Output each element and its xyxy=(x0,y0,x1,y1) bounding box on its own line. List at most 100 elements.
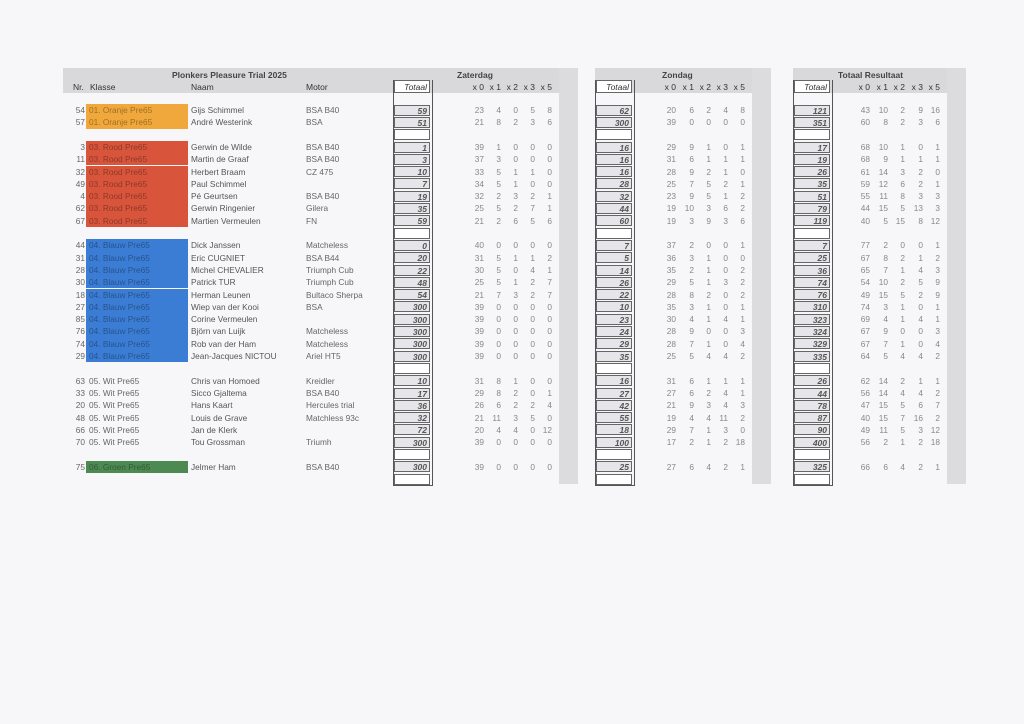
tot-x3-value: 3 xyxy=(918,191,923,202)
tot-empty-cell xyxy=(794,227,830,239)
rider-naam: Gijs Schimmel xyxy=(191,105,245,115)
tot-x2-value: 2 xyxy=(900,105,905,115)
sat-x1-value: 8 xyxy=(496,375,501,386)
sat-x5-value: 6 xyxy=(547,117,552,128)
sun-x0-value: 29 xyxy=(666,424,676,435)
sat-totaal-cell: 54 xyxy=(394,289,430,301)
sat-x2-value: 1 xyxy=(513,252,518,263)
sat-x5-value: 2 xyxy=(547,252,552,263)
sat-x3-value: 1 xyxy=(530,166,535,177)
tot-col-x5: x 5 xyxy=(928,82,940,92)
tot-x2-value: 5 xyxy=(900,289,905,300)
sun-x2-value: 0 xyxy=(706,326,711,337)
sat-x0-value: 25 xyxy=(474,203,484,214)
sat-x1-value: 5 xyxy=(496,166,501,177)
sat-x1-value: 8 xyxy=(496,117,501,128)
tot-x3-value: 0 xyxy=(918,338,923,349)
sat-totaal-cell: 300 xyxy=(394,436,430,448)
sat-x3-value: 1 xyxy=(530,252,535,263)
sat-totaal-cell: 300 xyxy=(394,461,430,473)
sun-totaal-cell: 100 xyxy=(596,436,632,448)
rider-nr: 57 xyxy=(75,117,85,128)
sun-x2-value: 9 xyxy=(706,215,711,226)
tot-x0-value: 77 xyxy=(860,240,870,251)
sat-x3-value: 0 xyxy=(530,154,535,165)
rider-klasse: 03. Rood Pre65 xyxy=(86,214,188,227)
tot-x3-value: 0 xyxy=(918,141,923,152)
header-band-main xyxy=(63,68,578,93)
sat-empty-cell xyxy=(394,473,430,485)
sun-x5-value: 1 xyxy=(740,375,745,386)
sun-x1-value: 10 xyxy=(684,203,694,214)
zondag-heading: Zondag xyxy=(662,70,693,80)
sat-x3-value: 3 xyxy=(530,117,535,128)
tot-x3-value: 1 xyxy=(918,154,923,165)
sun-x2-value: 1 xyxy=(706,154,711,165)
sun-x0-value: 28 xyxy=(666,326,676,337)
sun-x3-value: 3 xyxy=(723,424,728,435)
sun-x0-value: 29 xyxy=(666,277,676,288)
sun-x3-value: 4 xyxy=(723,314,728,325)
sat-x0-value: 39 xyxy=(474,351,484,361)
tot-empty-cell xyxy=(794,129,830,141)
rider-motor: CZ 475 xyxy=(306,166,334,177)
rider-klasse: 04. Blauw Pre65 xyxy=(86,300,188,314)
sun-x1-value: 5 xyxy=(689,277,694,288)
sat-x1-value: 1 xyxy=(496,141,501,152)
sun-totaal-cell: 28 xyxy=(596,178,632,190)
tot-x1-value: 2 xyxy=(883,437,888,448)
sun-x2-value: 5 xyxy=(706,191,711,202)
sun-x5-value: 0 xyxy=(740,424,745,435)
sun-totaal-cell: 22 xyxy=(596,289,632,301)
tot-x5-value: 1 xyxy=(935,314,940,325)
sun-x3-value: 2 xyxy=(723,437,728,448)
sun-x5-value: 1 xyxy=(740,461,745,472)
sat-x1-value: 0 xyxy=(496,240,501,251)
tot-totaal-column: Totaal 121 351 17 19 26 35 51 79 119 7 25 36 74 76 310 3… xyxy=(793,80,833,487)
tot-totaal-cell: 90 xyxy=(794,424,830,436)
rider-motor: BSA B40 xyxy=(306,105,340,115)
tot-x1-value: 15 xyxy=(878,412,888,423)
sun-x2-value: 2 xyxy=(706,105,711,115)
sun-x2-value: 2 xyxy=(706,166,711,177)
rider-klasse: 01. Oranje Pre65 xyxy=(86,116,188,129)
rider-naam: Jan de Klerk xyxy=(191,424,238,435)
table-row: 27 04. Blauw Pre65 Wiep van der Kooi BSA 39 0… xyxy=(0,300,1024,314)
tot-totaal-cell: 26 xyxy=(794,166,830,178)
col-naam: Naam xyxy=(191,82,214,92)
sat-x1-value: 2 xyxy=(496,191,501,202)
tot-x3-value: 8 xyxy=(918,215,923,226)
tot-x0-value: 55 xyxy=(860,191,870,202)
sun-x3-value: 0 xyxy=(723,252,728,263)
rider-motor: Gilera xyxy=(306,203,329,214)
tot-col-x0: x 0 xyxy=(858,82,870,92)
tot-x3-value: 3 xyxy=(918,424,923,435)
rider-nr: 33 xyxy=(75,387,85,398)
sat-x3-value: 4 xyxy=(530,264,535,275)
tot-x5-value: 1 xyxy=(935,178,940,189)
sun-x1-value: 7 xyxy=(689,338,694,349)
sat-x2-value: 2 xyxy=(513,387,518,398)
tot-x5-value: 0 xyxy=(935,166,940,177)
tot-x5-value: 6 xyxy=(935,117,940,128)
tot-x1-value: 11 xyxy=(879,424,888,435)
sat-totaal-cell: 32 xyxy=(394,412,430,424)
zaterdag-side-strip xyxy=(559,68,578,484)
sat-x0-value: 20 xyxy=(474,424,484,435)
tot-x1-value: 7 xyxy=(883,338,888,349)
tot-x1-value: 8 xyxy=(883,252,888,263)
sun-x3-value: 4 xyxy=(723,105,728,115)
rider-klasse: 04. Blauw Pre65 xyxy=(86,337,188,350)
sun-x1-value: 2 xyxy=(689,240,694,251)
sat-x5-value: 1 xyxy=(547,203,552,214)
sun-x2-value: 4 xyxy=(706,351,711,361)
tot-totaal-header: Totaal xyxy=(794,80,830,93)
tot-x3-value: 0 xyxy=(918,240,923,251)
tot-x1-value: 14 xyxy=(878,375,888,386)
tot-x2-value: 5 xyxy=(900,424,905,435)
sat-x5-value: 0 xyxy=(547,240,552,251)
rider-klasse: 05. Wit Pre65 xyxy=(89,400,140,411)
sat-col-x0: x 0 xyxy=(472,82,484,92)
tot-x0-value: 49 xyxy=(860,289,870,300)
rider-nr: 20 xyxy=(75,400,85,411)
